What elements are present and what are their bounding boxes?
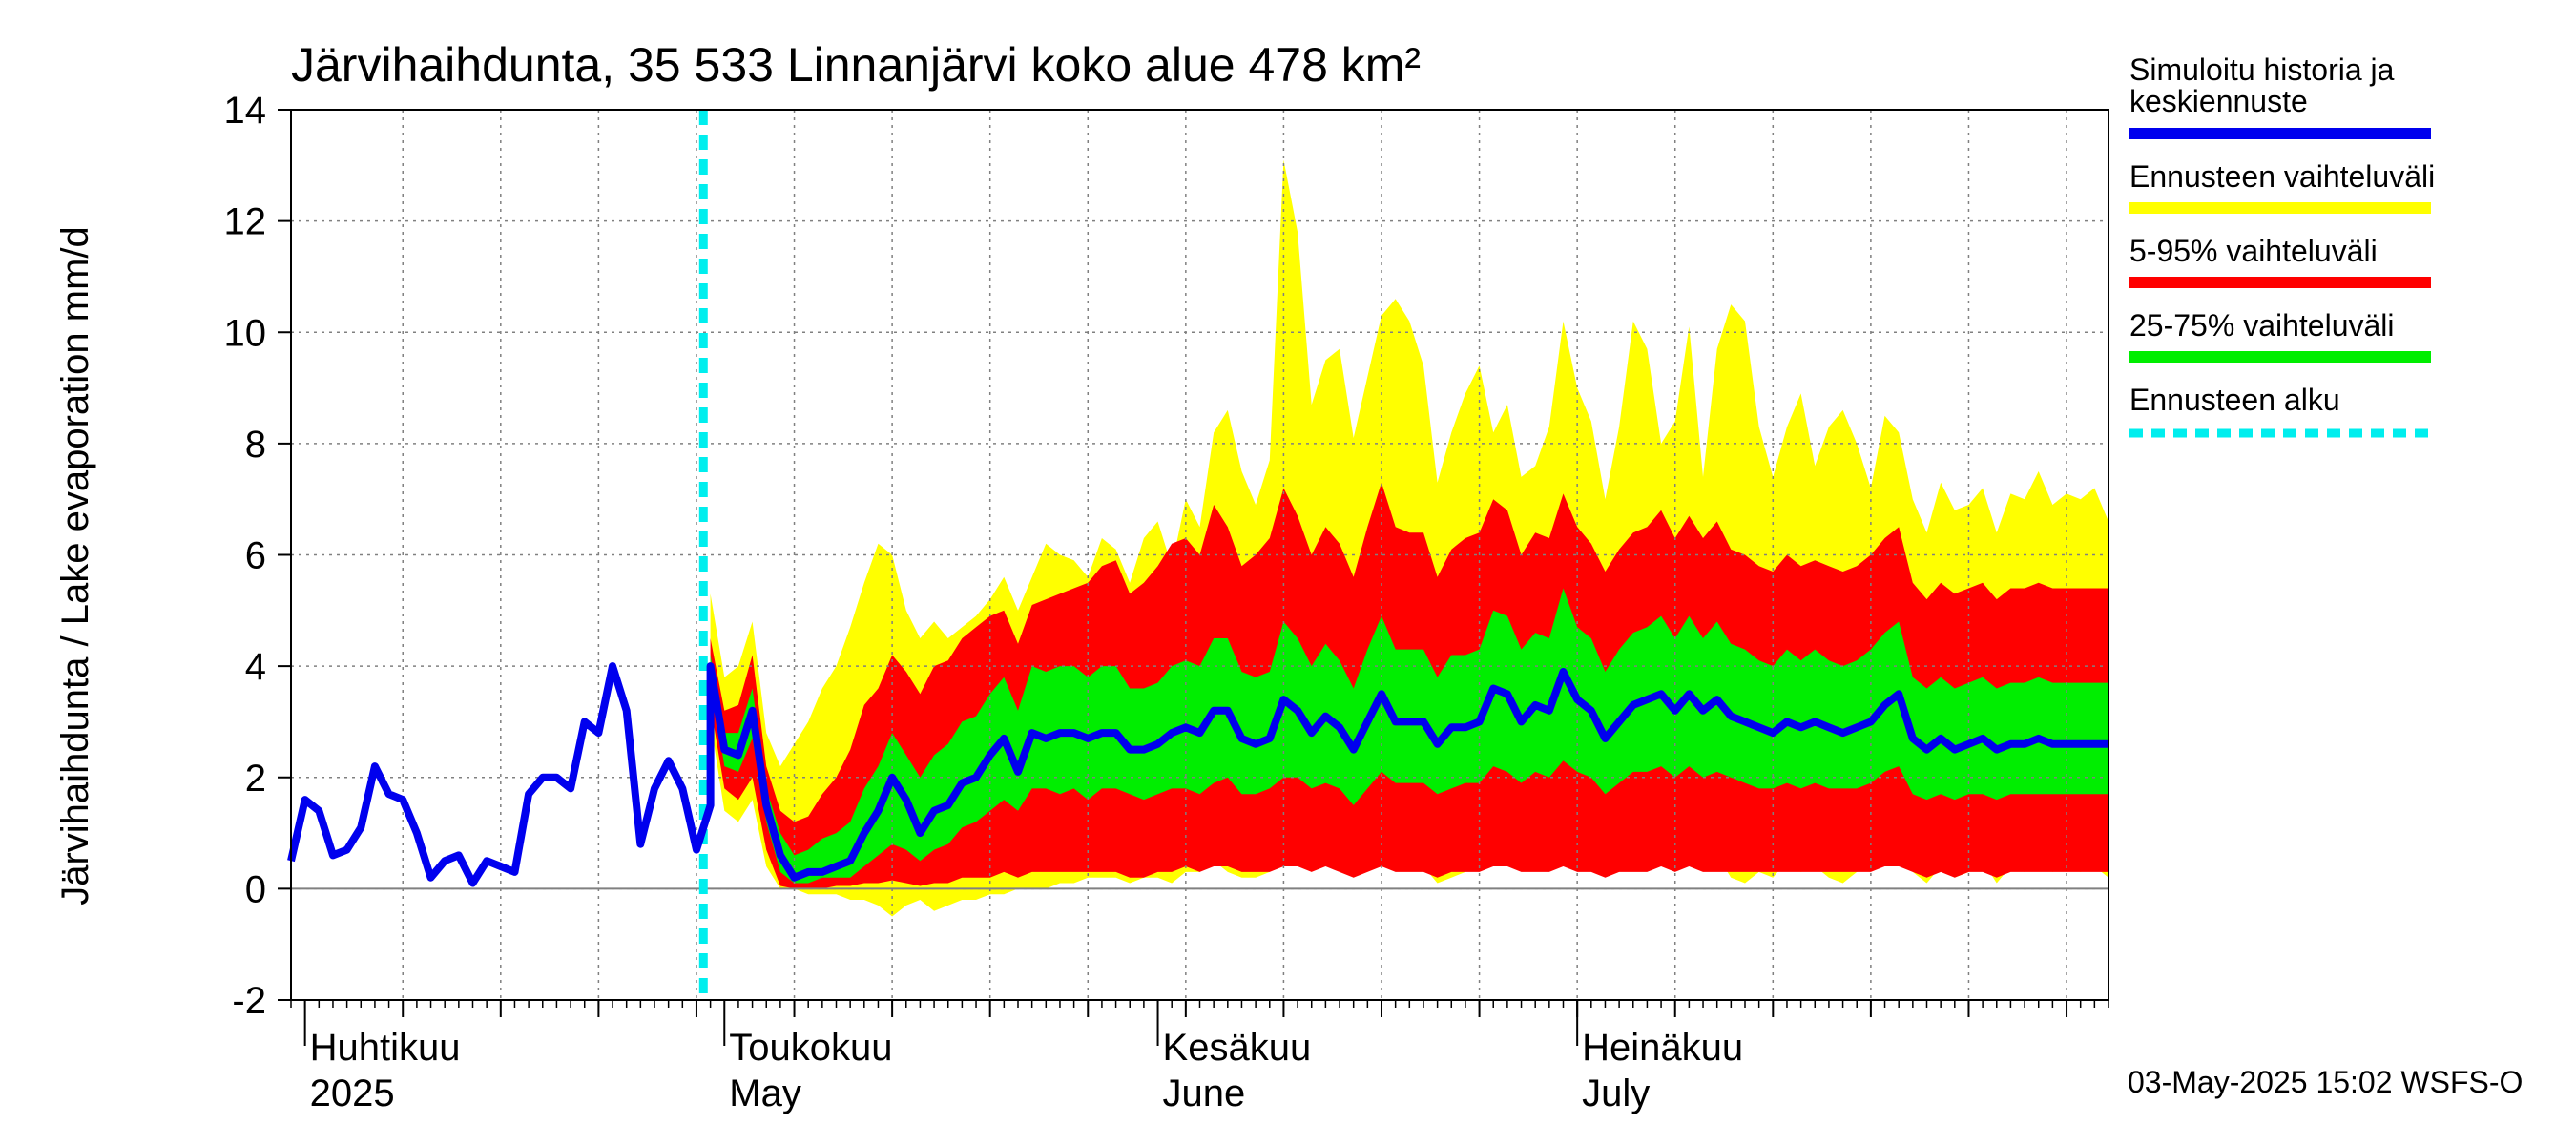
- y-tick-label: 4: [245, 646, 266, 688]
- forecast-25-75-band: [710, 588, 2109, 884]
- y-tick-label: 8: [245, 424, 266, 466]
- x-month-label: Heinäkuu: [1582, 1027, 1743, 1069]
- legend-label: Ennusteen alku: [2129, 383, 2340, 417]
- y-axis-label: Järvihaihdunta / Lake evaporation mm/d: [54, 226, 96, 906]
- y-tick-label: 6: [245, 535, 266, 577]
- timestamp-label: 03-May-2025 15:02 WSFS-O: [2128, 1065, 2523, 1099]
- legend-label: Simuloitu historia ja: [2129, 52, 2395, 87]
- x-month-label: Huhtikuu: [310, 1027, 461, 1069]
- y-tick-label: 12: [224, 201, 267, 243]
- series-line-history-and-mean: [287, 662, 2109, 887]
- y-tick-label: 0: [245, 868, 266, 910]
- x-month-label: Toukokuu: [729, 1027, 892, 1069]
- legend-label: keskiennuste: [2129, 84, 2308, 118]
- y-tick-label: -2: [232, 980, 266, 1022]
- x-month-sublabel: 2025: [310, 1072, 395, 1114]
- chart-title: Järvihaihdunta, 35 533 Linnanjärvi koko …: [291, 38, 1421, 92]
- x-month-sublabel: May: [729, 1072, 801, 1114]
- y-tick-label: 14: [224, 90, 267, 132]
- y-tick-label: 2: [245, 758, 266, 800]
- x-month-label: Kesäkuu: [1163, 1027, 1312, 1069]
- legend-label: 5-95% vaihteluväli: [2129, 234, 2378, 268]
- legend-label: 25-75% vaihteluväli: [2129, 308, 2395, 343]
- x-month-sublabel: July: [1582, 1072, 1650, 1114]
- legend-label: Ennusteen vaihteluväli: [2129, 159, 2435, 194]
- x-month-sublabel: June: [1163, 1072, 1246, 1114]
- y-tick-label: 10: [224, 312, 267, 354]
